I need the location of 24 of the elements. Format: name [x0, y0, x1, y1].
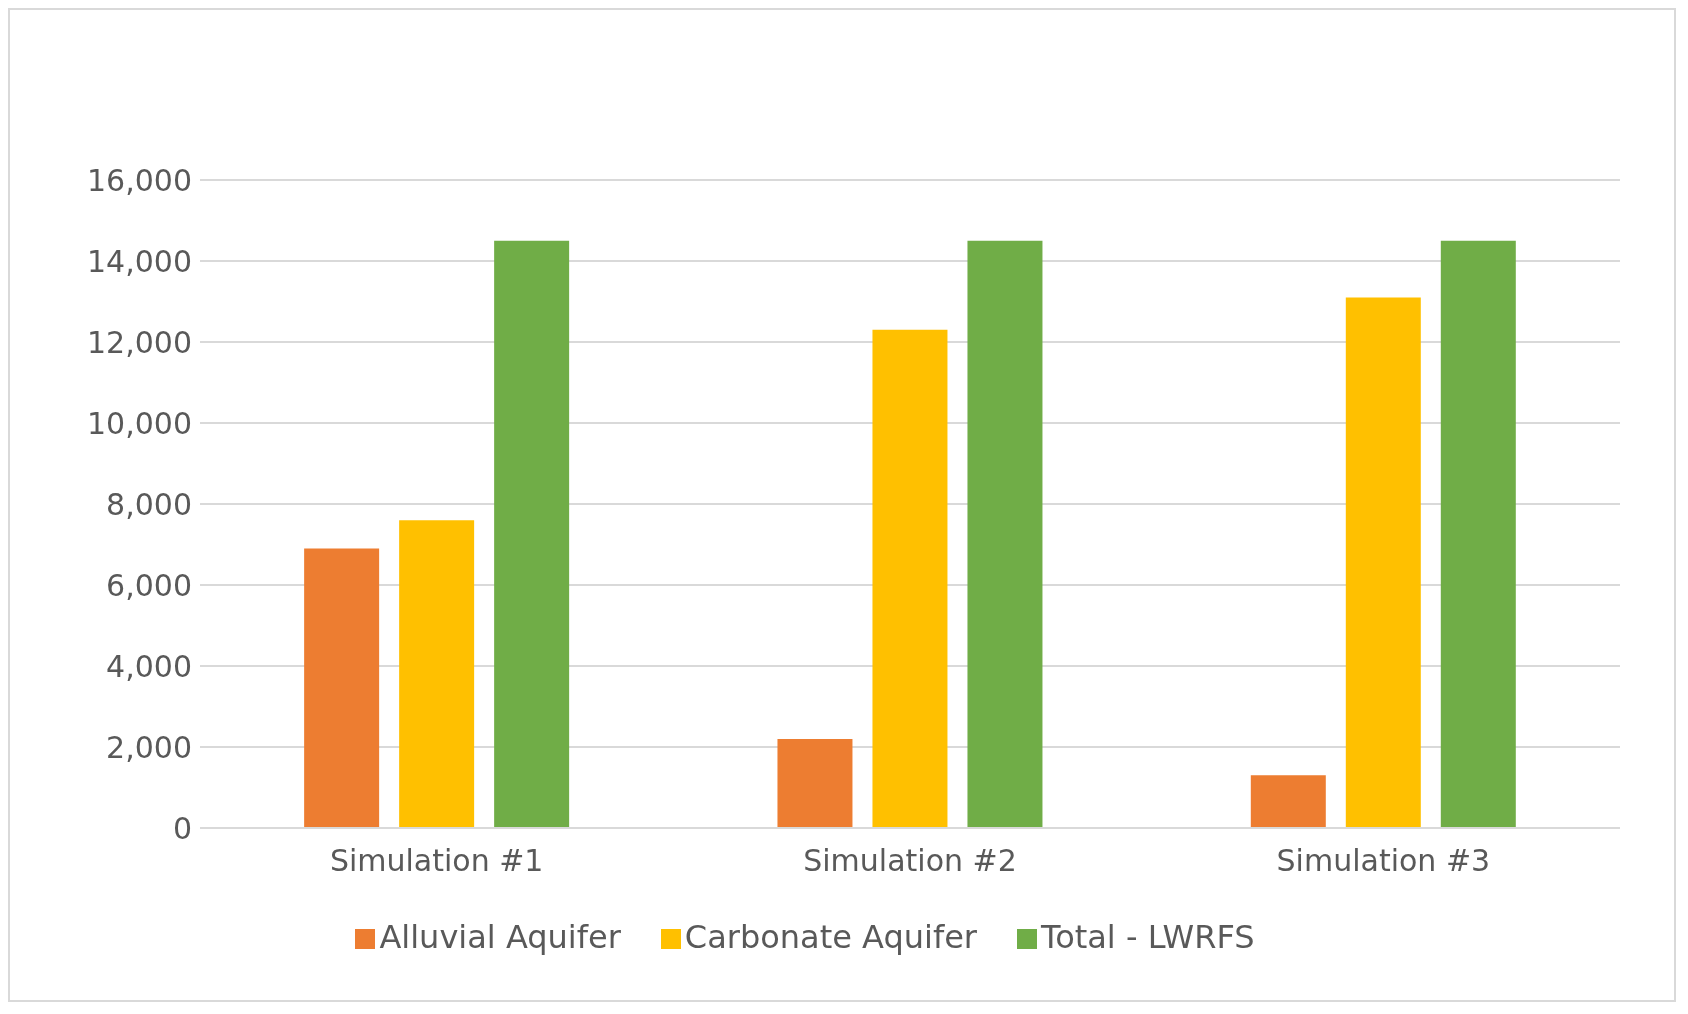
- y-tick-label: 8,000: [106, 486, 192, 522]
- x-tick-label: Simulation #2: [803, 843, 1017, 879]
- bar: [399, 520, 475, 828]
- legend-label: Alluvial Aquifer: [379, 918, 621, 956]
- bar: [304, 548, 380, 828]
- y-tick-label: 16,000: [87, 162, 192, 198]
- y-tick-label: 0: [172, 810, 192, 846]
- y-tick-label: 2,000: [106, 729, 192, 765]
- bar: [967, 240, 1043, 828]
- bar: [777, 738, 853, 828]
- x-tick-label: Simulation #1: [329, 843, 544, 879]
- bar: [872, 329, 948, 828]
- bar: [1250, 775, 1326, 828]
- legend-label: Total - LWRFS: [1041, 918, 1255, 956]
- bar: [1345, 297, 1421, 828]
- bar: [1440, 240, 1516, 828]
- y-tick-label: 14,000: [87, 243, 192, 279]
- y-tick-label: 4,000: [106, 648, 192, 684]
- legend-label: Carbonate Aquifer: [684, 918, 978, 956]
- bar: [494, 240, 570, 828]
- x-tick-label: Simulation #3: [1276, 843, 1491, 879]
- y-tick-label: 6,000: [106, 567, 192, 603]
- y-tick-label: 12,000: [87, 324, 192, 360]
- y-tick-label: 10,000: [87, 405, 192, 441]
